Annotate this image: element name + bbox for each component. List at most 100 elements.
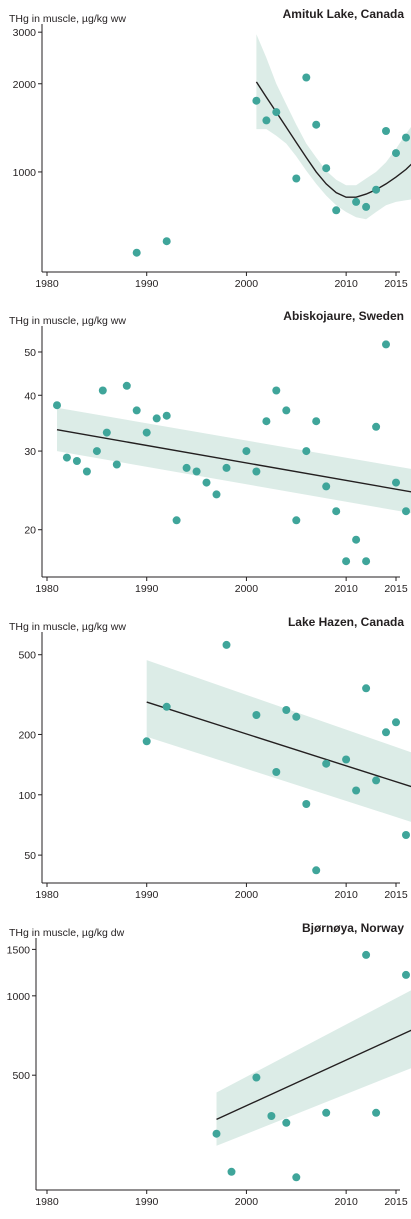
x-tick-label: 2000 (235, 583, 259, 595)
x-tick-label: 2015 (384, 889, 408, 901)
data-point (93, 447, 101, 455)
y-tick-label: 100 (18, 790, 36, 802)
data-point (272, 387, 280, 395)
x-tick-label: 2010 (334, 583, 358, 595)
y-tick-label: 3000 (13, 27, 37, 39)
data-point (163, 412, 171, 420)
data-point (173, 516, 181, 524)
data-point (133, 406, 141, 414)
data-point (362, 684, 370, 692)
data-point (153, 414, 161, 422)
data-point (282, 706, 290, 714)
data-point (228, 1168, 236, 1176)
data-point (292, 713, 300, 721)
data-point (262, 116, 270, 124)
x-tick-label: 2010 (334, 1196, 358, 1208)
confidence-band (256, 34, 411, 219)
data-point (402, 134, 410, 142)
data-point (302, 447, 310, 455)
data-point (113, 461, 121, 469)
x-tick-label: 2015 (384, 278, 408, 290)
data-point (99, 387, 107, 395)
x-tick-label: 1980 (35, 278, 59, 290)
data-point (292, 516, 300, 524)
y-axis-label: THg in muscle, µg/kg ww (9, 621, 126, 633)
chart-title: Lake Hazen, Canada (288, 615, 404, 629)
data-point (362, 951, 370, 959)
data-point (342, 756, 350, 764)
data-point (312, 121, 320, 129)
data-point (312, 417, 320, 425)
data-point (382, 340, 390, 348)
chart-panel-3: Lake Hazen, Canada THg in muscle, µg/kg w… (9, 615, 411, 901)
x-tick-label: 1980 (35, 583, 59, 595)
y-tick-label: 20 (24, 525, 36, 537)
data-point (193, 468, 201, 476)
data-point (252, 97, 260, 105)
chart-title: Bjørnøya, Norway (302, 921, 404, 935)
x-tick-label: 2015 (384, 1196, 408, 1208)
y-tick-label: 1000 (7, 991, 31, 1003)
data-point (332, 206, 340, 214)
data-point (402, 507, 410, 515)
data-point (83, 468, 91, 476)
data-point (392, 149, 400, 157)
chart-title: Abiskojaure, Sweden (283, 309, 404, 323)
data-point (103, 429, 111, 437)
data-point (272, 108, 280, 116)
data-point (63, 454, 71, 462)
chart-panel-2: Abiskojaure, Sweden THg in muscle, µg/kg … (9, 309, 411, 595)
chart-title: Amituk Lake, Canada (283, 7, 405, 21)
data-point (272, 768, 280, 776)
y-tick-label: 200 (18, 729, 36, 741)
y-tick-label: 50 (24, 850, 36, 862)
y-tick-label: 1500 (7, 944, 31, 956)
data-point (402, 831, 410, 839)
data-point (252, 711, 260, 719)
x-tick-label: 1980 (35, 889, 59, 901)
y-tick-label: 500 (18, 650, 36, 662)
y-axis-label: THg in muscle, µg/kg ww (9, 13, 126, 25)
data-point (292, 1173, 300, 1181)
y-tick-label: 2000 (13, 79, 37, 91)
data-point (302, 800, 310, 808)
data-point (292, 175, 300, 183)
data-point (322, 164, 330, 172)
x-tick-label: 1990 (135, 889, 159, 901)
x-tick-label: 2000 (235, 889, 259, 901)
data-point (252, 1074, 260, 1082)
data-point (362, 557, 370, 565)
data-point (352, 787, 360, 795)
y-tick-label: 500 (12, 1070, 30, 1082)
data-point (392, 718, 400, 726)
data-point (302, 74, 310, 82)
data-point (402, 971, 410, 979)
x-tick-label: 1990 (135, 278, 159, 290)
data-point (252, 468, 260, 476)
data-point (372, 423, 380, 431)
data-point (53, 401, 61, 409)
data-point (322, 482, 330, 490)
chart-panel-4: Bjørnøya, Norway THg in muscle, µg/kg dw 1… (7, 921, 411, 1208)
data-point (267, 1112, 275, 1120)
data-point (322, 760, 330, 768)
y-axis-label: THg in muscle, µg/kg dw (9, 927, 125, 939)
x-tick-label: 2010 (334, 278, 358, 290)
y-axis-label: THg in muscle, µg/kg ww (9, 315, 126, 327)
data-point (382, 127, 390, 135)
y-tick-label: 1000 (13, 167, 37, 179)
data-point (282, 1119, 290, 1127)
data-point (203, 479, 211, 487)
y-tick-label: 40 (24, 390, 36, 402)
x-tick-label: 2015 (384, 583, 408, 595)
chart-panel-1: Amituk Lake, Canada THg in muscle, µg/kg … (9, 7, 411, 290)
y-tick-label: 50 (24, 347, 36, 359)
x-tick-label: 1990 (135, 583, 159, 595)
data-point (372, 186, 380, 194)
confidence-band (147, 660, 411, 823)
data-point (123, 382, 131, 390)
data-point (143, 737, 151, 745)
data-point (163, 237, 171, 245)
